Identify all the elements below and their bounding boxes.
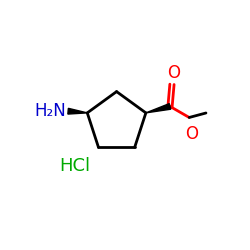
Polygon shape — [68, 108, 87, 114]
Polygon shape — [146, 104, 171, 113]
Text: O: O — [168, 64, 180, 82]
Text: HCl: HCl — [59, 157, 90, 175]
Text: O: O — [185, 125, 198, 143]
Text: H₂N: H₂N — [35, 102, 66, 120]
